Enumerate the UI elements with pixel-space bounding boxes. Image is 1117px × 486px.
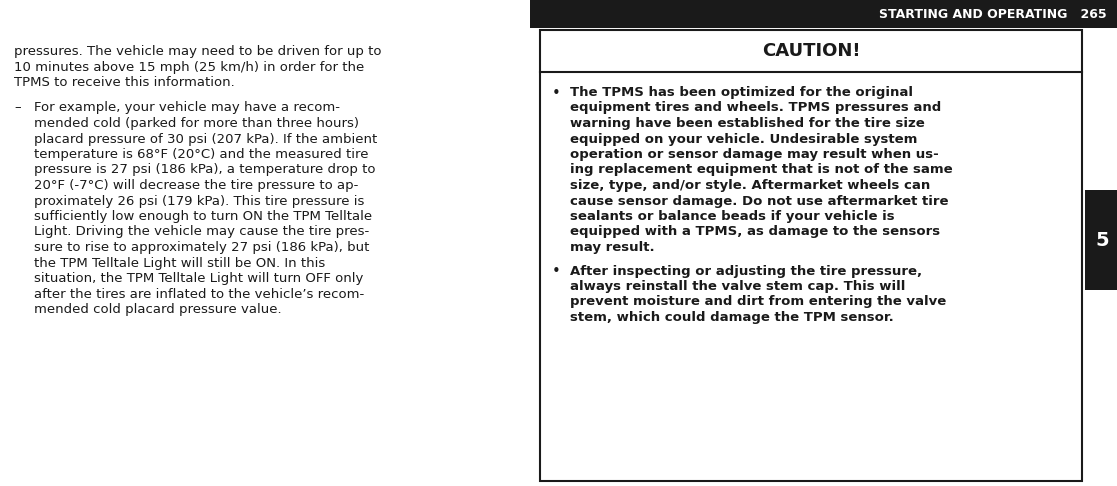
Text: TPMS to receive this information.: TPMS to receive this information. xyxy=(15,76,235,89)
Text: pressures. The vehicle may need to be driven for up to: pressures. The vehicle may need to be dr… xyxy=(15,45,382,58)
Text: sure to rise to approximately 27 psi (186 kPa), but: sure to rise to approximately 27 psi (18… xyxy=(34,241,370,254)
Text: 5: 5 xyxy=(1095,230,1109,249)
Bar xyxy=(529,0,1117,28)
Bar xyxy=(1085,190,1117,290)
Text: equipped with a TPMS, as damage to the sensors: equipped with a TPMS, as damage to the s… xyxy=(570,226,941,239)
Text: •: • xyxy=(552,86,561,101)
Text: Light. Driving the vehicle may cause the tire pres-: Light. Driving the vehicle may cause the… xyxy=(34,226,370,239)
Text: the TPM Telltale Light will still be ON. In this: the TPM Telltale Light will still be ON.… xyxy=(34,257,325,270)
Text: –: – xyxy=(15,102,20,115)
Bar xyxy=(529,0,590,28)
Text: temperature is 68°F (20°C) and the measured tire: temperature is 68°F (20°C) and the measu… xyxy=(34,148,369,161)
Text: The TPMS has been optimized for the original: The TPMS has been optimized for the orig… xyxy=(570,86,913,99)
Text: always reinstall the valve stem cap. This will: always reinstall the valve stem cap. Thi… xyxy=(570,280,906,293)
Bar xyxy=(540,30,1082,481)
Text: proximately 26 psi (179 kPa). This tire pressure is: proximately 26 psi (179 kPa). This tire … xyxy=(34,194,364,208)
Text: warning have been established for the tire size: warning have been established for the ti… xyxy=(570,117,925,130)
Text: For example, your vehicle may have a recom-: For example, your vehicle may have a rec… xyxy=(34,102,340,115)
Text: size, type, and/or style. Aftermarket wheels can: size, type, and/or style. Aftermarket wh… xyxy=(570,179,930,192)
Text: ing replacement equipment that is not of the same: ing replacement equipment that is not of… xyxy=(570,163,953,176)
Text: 20°F (-7°C) will decrease the tire pressure to ap-: 20°F (-7°C) will decrease the tire press… xyxy=(34,179,359,192)
Text: after the tires are inflated to the vehicle’s recom-: after the tires are inflated to the vehi… xyxy=(34,288,364,300)
Text: equipped on your vehicle. Undesirable system: equipped on your vehicle. Undesirable sy… xyxy=(570,133,917,145)
Text: After inspecting or adjusting the tire pressure,: After inspecting or adjusting the tire p… xyxy=(570,264,923,278)
Text: operation or sensor damage may result when us-: operation or sensor damage may result wh… xyxy=(570,148,938,161)
Text: situation, the TPM Telltale Light will turn OFF only: situation, the TPM Telltale Light will t… xyxy=(34,272,363,285)
Text: equipment tires and wheels. TPMS pressures and: equipment tires and wheels. TPMS pressur… xyxy=(570,102,942,115)
Text: CAUTION!: CAUTION! xyxy=(762,42,860,60)
Text: may result.: may result. xyxy=(570,241,655,254)
Text: pressure is 27 psi (186 kPa), a temperature drop to: pressure is 27 psi (186 kPa), a temperat… xyxy=(34,163,375,176)
Text: •: • xyxy=(552,264,561,279)
Text: mended cold (parked for more than three hours): mended cold (parked for more than three … xyxy=(34,117,359,130)
Text: stem, which could damage the TPM sensor.: stem, which could damage the TPM sensor. xyxy=(570,311,894,324)
Text: 10 minutes above 15 mph (25 km/h) in order for the: 10 minutes above 15 mph (25 km/h) in ord… xyxy=(15,60,364,73)
Text: placard pressure of 30 psi (207 kPa). If the ambient: placard pressure of 30 psi (207 kPa). If… xyxy=(34,133,378,145)
Text: cause sensor damage. Do not use aftermarket tire: cause sensor damage. Do not use aftermar… xyxy=(570,194,948,208)
Text: prevent moisture and dirt from entering the valve: prevent moisture and dirt from entering … xyxy=(570,295,946,309)
Text: sufficiently low enough to turn ON the TPM Telltale: sufficiently low enough to turn ON the T… xyxy=(34,210,372,223)
Text: mended cold placard pressure value.: mended cold placard pressure value. xyxy=(34,303,281,316)
Text: sealants or balance beads if your vehicle is: sealants or balance beads if your vehicl… xyxy=(570,210,895,223)
Text: STARTING AND OPERATING   265: STARTING AND OPERATING 265 xyxy=(879,7,1107,20)
